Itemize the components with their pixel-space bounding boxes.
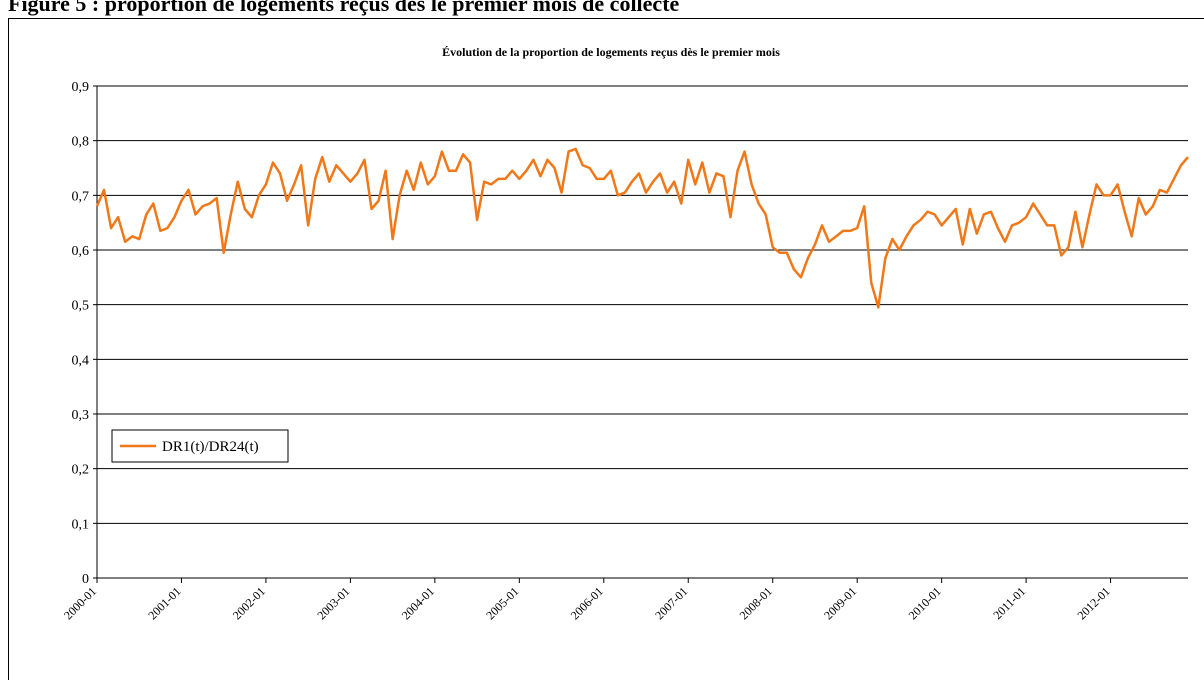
x-tick-label: 2005-01 <box>483 584 521 622</box>
y-tick-label: 0,2 <box>72 463 90 478</box>
x-tick-label: 2011-01 <box>990 584 1028 622</box>
x-tick-label: 2010-01 <box>906 584 944 622</box>
y-tick-label: 0,3 <box>72 408 90 423</box>
y-tick-label: 0 <box>82 572 89 587</box>
x-tick-label: 2007-01 <box>652 584 690 622</box>
x-tick-label: 2000-01 <box>61 584 99 622</box>
x-tick-label: 2002-01 <box>230 584 268 622</box>
x-tick-label: 2003-01 <box>314 584 352 622</box>
y-tick-label: 0,6 <box>72 244 90 259</box>
y-tick-label: 0,1 <box>72 517 90 532</box>
data-line <box>95 147 1189 309</box>
x-tick-label: 2006-01 <box>568 584 606 622</box>
y-tick-label: 0,9 <box>72 80 90 95</box>
legend-label: DR1(t)/DR24(t) <box>162 439 259 455</box>
y-tick-label: 0,5 <box>72 299 90 314</box>
x-tick-label: 2009-01 <box>821 584 859 622</box>
y-tick-label: 0,7 <box>72 189 90 204</box>
x-tick-label: 2001-01 <box>145 584 183 622</box>
x-tick-label: 2012-01 <box>1075 584 1113 622</box>
chart-title: Évolution de la proportion de logements … <box>442 45 780 59</box>
y-tick-label: 0,8 <box>72 135 90 150</box>
figure-caption: Figure 5 : proportion de logements reçus… <box>8 0 680 16</box>
x-tick-label: 2008-01 <box>737 584 775 622</box>
chart-frame <box>8 18 1204 680</box>
x-tick-label: 2004-01 <box>399 584 437 622</box>
y-tick-label: 0,4 <box>72 353 90 368</box>
